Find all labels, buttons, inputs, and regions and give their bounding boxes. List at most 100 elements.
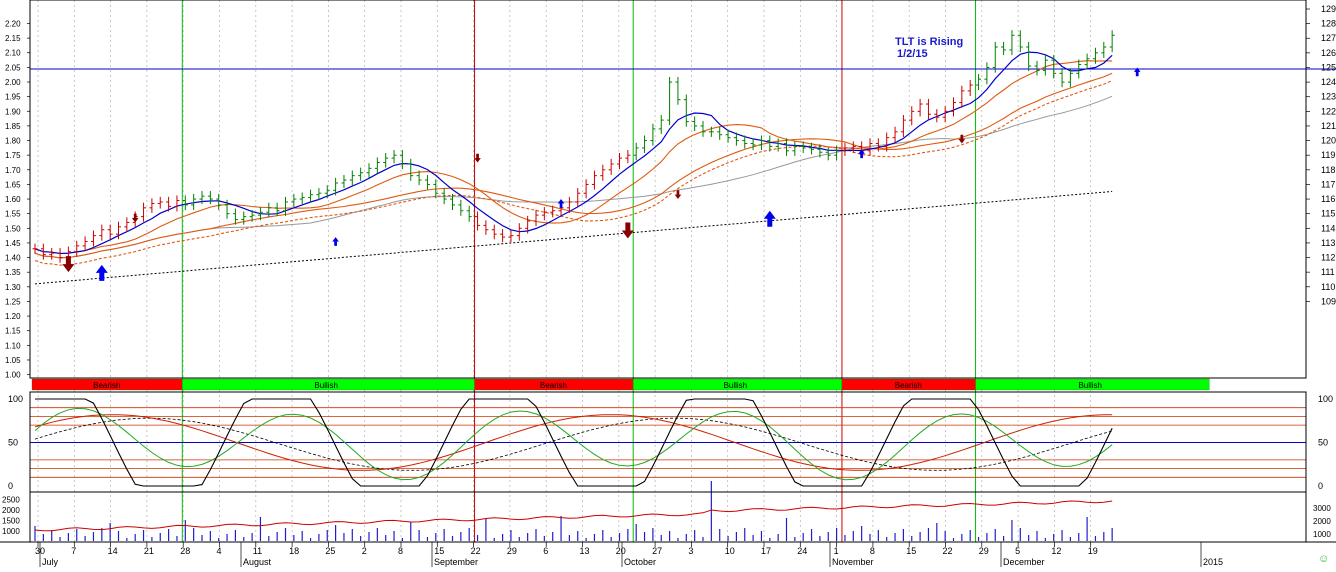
- x-day-tick-label: 20: [616, 546, 626, 556]
- sell-arrow-icon: [674, 190, 682, 200]
- volume-y-tick-left: 1000: [2, 527, 20, 536]
- sell-arrow-icon: [621, 222, 634, 239]
- y-left-tick-label: 1.90: [5, 107, 21, 116]
- x-day-tick-label: 17: [761, 546, 771, 556]
- x-day-tick-label: 24: [797, 546, 807, 556]
- x-day-tick-label: 18: [289, 546, 299, 556]
- buy-arrow-icon: [332, 237, 339, 246]
- oscillator-signal-dashed: [34, 417, 1113, 471]
- y-right-tick-label: 113: [1321, 238, 1335, 248]
- buy-arrow-icon: [1133, 67, 1141, 77]
- bull-bear-band: Bearish Bullish Bearish Bullish Bearish Bulli…: [31, 378, 1210, 391]
- sell-arrow-icon: [62, 256, 75, 273]
- x-month-label: November: [832, 557, 874, 567]
- buy-arrow-icon: [763, 210, 776, 227]
- volume-panel: [34, 481, 1113, 541]
- y-right-tick-label: 119: [1321, 150, 1335, 160]
- y-left-tick-label: 1.55: [5, 210, 21, 219]
- buy-arrow-icon: [95, 264, 108, 281]
- x-day-tick-label: 22: [471, 546, 481, 556]
- y-left-tick-label: 1.50: [5, 224, 21, 233]
- x-day-tick-label: 7: [71, 546, 76, 556]
- x-day-tick-label: 27: [652, 546, 662, 556]
- y-right-tick-label: 116: [1321, 194, 1335, 204]
- volume-y-tick-right: 2000: [1313, 517, 1331, 526]
- buy-arrow-icon: [858, 149, 865, 159]
- y-left-tick-label: 1.85: [5, 122, 21, 131]
- y-left-tick-label: 1.05: [5, 356, 21, 365]
- x-month-label: September: [434, 557, 478, 567]
- y-right-tick-label: 109: [1321, 296, 1336, 306]
- smiley-icon: ☺: [1318, 553, 1329, 565]
- y-right-tick-label: 121: [1321, 121, 1336, 131]
- buy-arrow-icon: [557, 199, 565, 208]
- y-right-tick-label: 118: [1321, 165, 1335, 175]
- ma-fast-line: [34, 51, 1113, 255]
- long-trend-line: [34, 190, 1113, 285]
- x-day-tick-label: 11: [253, 546, 262, 556]
- y-right-tick-label: 127: [1321, 33, 1336, 43]
- annotation-line2: 1/2/15: [897, 48, 928, 60]
- band-label: Bullish: [1078, 381, 1102, 390]
- x-day-tick-label: 22: [943, 546, 953, 556]
- y-right-tick-label: 122: [1321, 106, 1336, 116]
- band-label: Bearish: [93, 381, 120, 390]
- oscillator-y-tick-right: 50: [1318, 438, 1328, 448]
- price-panel: [30, 30, 1336, 285]
- oscillator-red-line: [34, 414, 1113, 471]
- band-label: Bullish: [724, 381, 748, 390]
- x-day-tick-label: 10: [725, 546, 735, 556]
- x-day-tick-label: 25: [325, 546, 335, 556]
- oscillator-y-tick-left: 50: [8, 438, 18, 448]
- x-day-tick-label: 4: [217, 546, 222, 556]
- y-left-tick-label: 1.30: [5, 283, 21, 292]
- x-day-tick-label: 12: [1051, 546, 1061, 556]
- x-day-tick-label: 3: [688, 546, 693, 556]
- x-day-tick-label: 19: [1088, 546, 1098, 556]
- x-day-tick-label: 8: [398, 546, 403, 556]
- oscillator-green-line: [34, 407, 1113, 481]
- volume-y-tick-left: 1500: [2, 517, 20, 526]
- oscillator-y-tick-left: 0: [8, 481, 13, 491]
- y-left-tick-label: 2.15: [5, 34, 21, 43]
- y-right-tick-label: 112: [1321, 253, 1335, 263]
- x-day-tick-label: 15: [434, 546, 444, 556]
- y-left-tick-label: 1.40: [5, 254, 21, 263]
- x-day-tick-label: 28: [180, 546, 190, 556]
- x-month-label: October: [624, 557, 656, 567]
- x-day-tick-label: 5: [1015, 546, 1020, 556]
- x-day-tick-label: 13: [580, 546, 590, 556]
- y-left-tick-label: 1.45: [5, 239, 21, 248]
- y-left-tick-label: 1.15: [5, 327, 21, 336]
- band-label: Bearish: [540, 381, 567, 390]
- x-day-tick-label: 1: [834, 546, 839, 556]
- y-right-tick-label: 110: [1321, 282, 1335, 292]
- y-left-tick-label: 2.20: [5, 19, 21, 28]
- y-right-tick-label: 114: [1321, 223, 1335, 233]
- ma-gray-line: [34, 95, 1113, 259]
- x-month-label: August: [243, 557, 272, 567]
- x-month-label: 2015: [1203, 557, 1223, 567]
- y-right-tick-label: 128: [1321, 19, 1336, 29]
- y-right-tick-label: 115: [1321, 209, 1335, 219]
- y-right-tick-label: 123: [1321, 92, 1336, 102]
- y-right-tick-label: 124: [1321, 77, 1336, 87]
- bullish-band: [975, 378, 1210, 391]
- x-day-tick-label: 2: [362, 546, 367, 556]
- y-left-tick-label: 1.70: [5, 166, 21, 175]
- volume-y-tick-left: 2000: [2, 506, 20, 515]
- x-day-tick-label: 15: [906, 546, 916, 556]
- oscillator-y-tick-right: 0: [1318, 481, 1323, 491]
- y-right-tick-label: 125: [1321, 62, 1336, 72]
- y-right-tick-label: 111: [1321, 267, 1335, 277]
- ma-mid-line: [34, 60, 1113, 255]
- vertical-grid: [37, 0, 1092, 542]
- y-left-tick-label: 1.60: [5, 195, 21, 204]
- y-left-tick-label: 2.05: [5, 63, 21, 72]
- x-day-tick-label: 14: [108, 546, 118, 556]
- x-day-tick-label: 21: [144, 546, 154, 556]
- y-right-tick-label: 126: [1321, 48, 1336, 58]
- volume-y-tick-right: 1000: [1313, 530, 1331, 539]
